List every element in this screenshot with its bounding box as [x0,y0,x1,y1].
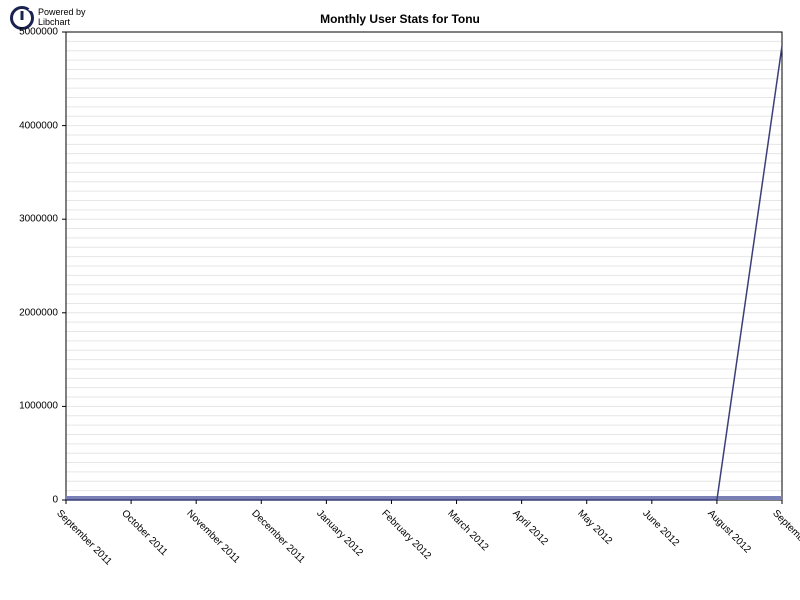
x-tick-label: September 2011 [54,508,114,568]
y-tick-label: 0 [0,495,58,506]
x-tick-label: August 2012 [705,508,752,555]
x-tick-label: October 2011 [119,508,169,558]
x-tick-label: September 2012 [770,508,800,568]
x-tick-label: February 2012 [380,508,434,562]
plot-svg [66,32,782,500]
x-tick-label: June 2012 [640,508,681,549]
x-tick-label: December 2011 [249,508,307,566]
chart-title: Monthly User Stats for Tonu [0,12,800,26]
y-tick-label: 3000000 [0,214,58,225]
x-tick-label: January 2012 [315,508,366,559]
y-tick-label: 2000000 [0,307,58,318]
y-tick-label: 1000000 [0,401,58,412]
x-tick-label: April 2012 [510,508,550,548]
x-tick-label: November 2011 [184,508,242,566]
x-tick-label: March 2012 [445,508,490,553]
y-tick-label: 5000000 [0,27,58,38]
y-tick-label: 4000000 [0,120,58,131]
chart-area [66,32,782,500]
x-tick-label: May 2012 [575,508,614,547]
